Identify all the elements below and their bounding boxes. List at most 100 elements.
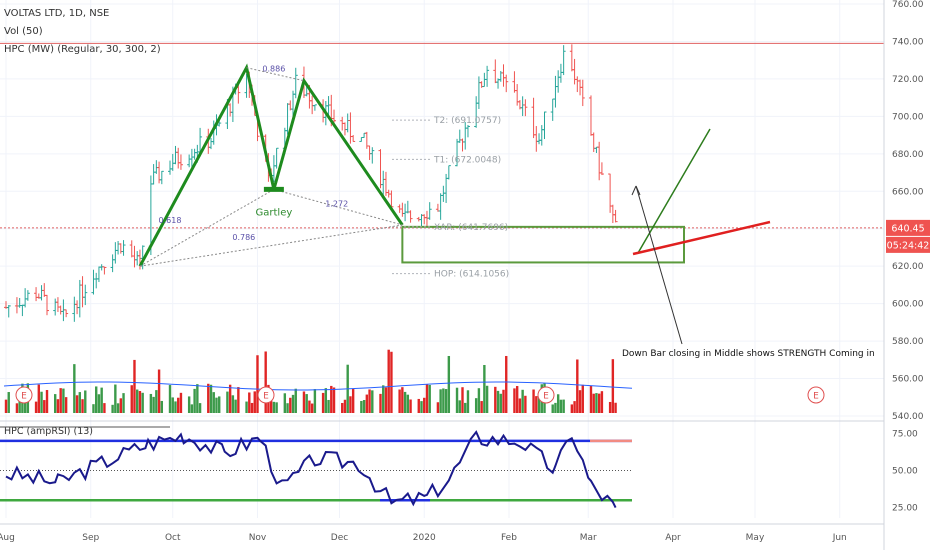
time-tick-label: Mar — [580, 533, 597, 543]
volume-bar — [269, 391, 273, 413]
price-tick-label: 560.00 — [892, 375, 924, 385]
volume-bar — [444, 389, 448, 413]
legend-block: VOLTAS LTD, 1D, NSE Vol (50) HPC (MW) (R… — [4, 2, 384, 62]
volume-bar — [409, 399, 412, 413]
volume-bar — [136, 389, 139, 413]
countdown-badge — [886, 236, 930, 253]
volume-bar — [34, 401, 38, 413]
volume-bar — [209, 384, 213, 413]
volume-bar — [97, 394, 101, 413]
volume-bar — [302, 391, 306, 413]
earnings-marker[interactable] — [807, 386, 825, 404]
time-tick-label: 2020 — [413, 533, 436, 543]
volume-bar — [272, 401, 276, 413]
pattern-name-label: Gartley — [256, 207, 293, 218]
volume-bar — [496, 390, 500, 413]
earnings-marker[interactable] — [537, 386, 555, 404]
volume-bar — [521, 389, 524, 413]
rsi-title: HPC (ampRSI) (13) — [4, 426, 93, 437]
volume-bar — [371, 390, 374, 413]
volume-bar — [600, 391, 604, 413]
volume-bar — [480, 401, 483, 413]
rsi-series-line[interactable] — [5, 430, 617, 509]
prz-zone[interactable] — [401, 225, 685, 264]
time-tick-label: Oct — [165, 533, 181, 543]
time-tick-label: Jun — [832, 533, 847, 543]
volume-bar — [592, 393, 595, 413]
volume-bar — [45, 390, 49, 413]
volume-bar — [477, 388, 481, 413]
volume-bar — [190, 404, 194, 413]
volume-bar — [171, 397, 174, 413]
price-tick-label: 700.00 — [892, 112, 924, 122]
volume-bar — [4, 399, 8, 413]
volume-bar — [310, 403, 314, 413]
volume-bar — [155, 390, 158, 413]
grid — [0, 0, 884, 518]
volume-bar — [483, 364, 486, 413]
volume-bar — [614, 402, 617, 413]
volume-bar — [368, 389, 371, 413]
volume-bars — [3, 349, 633, 413]
volume-bar — [207, 383, 210, 413]
price-tick-label: 620.00 — [892, 262, 924, 272]
volume-bar — [231, 395, 235, 413]
volume-bar — [78, 392, 82, 413]
volume-bar — [313, 389, 317, 413]
gartley-legs[interactable] — [138, 63, 404, 267]
earnings-marker[interactable] — [257, 386, 275, 404]
volume-bar — [62, 388, 65, 413]
overlay: Down Bar closing in Middle shows STRENGT… — [15, 128, 930, 404]
volume-bar — [428, 384, 431, 413]
volume-bar — [554, 402, 557, 413]
time-tick-label: Aug — [0, 533, 15, 543]
horizontal-levels — [0, 42, 884, 229]
rsi-pane: HPC (ampRSI) (13) — [0, 426, 632, 509]
volume-bar — [64, 397, 68, 413]
price-tick-label: 580.00 — [892, 337, 924, 347]
volume-bar — [398, 389, 401, 413]
volume-bar — [403, 391, 407, 413]
volume-bar — [43, 400, 46, 413]
earnings-marker-label: E — [813, 392, 819, 402]
hpc-indicator-label: HPC (MW) (Regular, 30, 300, 2) — [4, 44, 161, 55]
volume-bar — [81, 399, 84, 413]
volume-bar — [37, 384, 41, 413]
earnings-marker[interactable] — [15, 386, 33, 404]
volume-bar — [116, 403, 120, 413]
volume-bar — [7, 392, 10, 413]
volume-bar — [425, 384, 429, 413]
volume-bar — [54, 394, 57, 413]
price-tick-label: 740.00 — [892, 37, 924, 47]
volume-bar — [122, 393, 125, 413]
volume-bar — [141, 392, 144, 413]
rsi-tick-label: 25.00 — [892, 504, 918, 514]
red-trend-line[interactable] — [632, 220, 771, 256]
rsi-tick-label: 75.00 — [892, 429, 918, 439]
annotation-pointer — [635, 185, 683, 345]
volume-bar — [423, 397, 426, 413]
volume-bar — [218, 396, 221, 413]
volume-bar — [597, 393, 601, 413]
volume-bar — [570, 404, 574, 413]
volume-bar — [341, 402, 344, 413]
volume-bar — [198, 403, 202, 413]
volume-bar — [458, 400, 461, 413]
volume-bar — [417, 398, 420, 413]
volume-bar — [56, 399, 60, 413]
volume-bar — [114, 384, 117, 413]
volume-bar — [608, 401, 612, 413]
earnings-marker-label: E — [263, 392, 269, 402]
volume-bar — [532, 389, 535, 413]
volume-bar — [362, 400, 366, 413]
price-tick-label: 600.00 — [892, 300, 924, 310]
volume-bar — [420, 401, 423, 413]
volume-bar — [485, 385, 489, 413]
volume-bar — [595, 393, 598, 413]
time-tick-label: Sep — [82, 533, 99, 543]
volume-bar — [474, 398, 478, 413]
annotation-arrowhead — [631, 185, 641, 196]
volume-bar — [130, 385, 133, 413]
volume-bar — [15, 403, 19, 413]
